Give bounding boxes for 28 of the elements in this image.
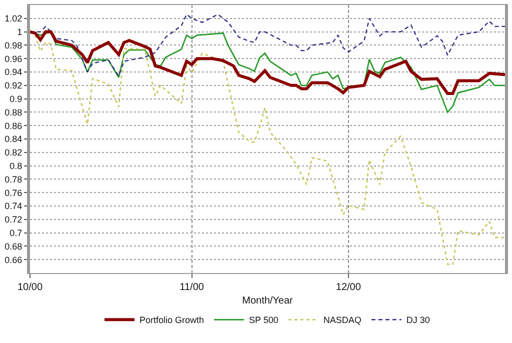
- y-tick-label: 0.92: [4, 80, 22, 91]
- y-tick-label: 0.9: [10, 94, 22, 104]
- y-tick-label: 0.98: [4, 40, 22, 50]
- y-tick-label: 0.78: [4, 174, 22, 184]
- y-tick-label: 0.86: [4, 120, 22, 131]
- y-tick-label: 0.88: [4, 107, 22, 118]
- line-series: [30, 30, 505, 95]
- y-tick-label: 1.02: [4, 14, 22, 24]
- legend-label: NASDAQ: [323, 315, 362, 326]
- y-tick-label: 0.96: [4, 54, 22, 64]
- y-tick-label: 0.8: [10, 160, 22, 171]
- y-tick-label: 0.68: [4, 241, 22, 252]
- x-tick-label: 11/00: [180, 282, 204, 293]
- y-tick-label: 0.72: [4, 214, 22, 225]
- x-tick-label: 12/00: [336, 282, 362, 293]
- y-tick-label: 0.74: [4, 201, 22, 212]
- legend-label: DJ 30: [406, 315, 430, 326]
- y-tick-label: 0.76: [4, 188, 22, 198]
- y-tick-label: 0.66: [4, 254, 22, 265]
- y-tick-label: 0.84: [4, 134, 22, 144]
- y-tick-label: 0.7: [10, 228, 22, 238]
- y-tick-label: 0.82: [4, 148, 22, 158]
- x-tick-label: 10/00: [17, 282, 43, 293]
- legend-label: Portfolio Growth: [140, 315, 204, 326]
- y-tick-label: 1: [17, 26, 22, 37]
- legend-label: SP 500: [249, 315, 278, 326]
- y-tick-label: 0.94: [4, 67, 22, 78]
- x-axis-title: Month/Year: [242, 296, 294, 306]
